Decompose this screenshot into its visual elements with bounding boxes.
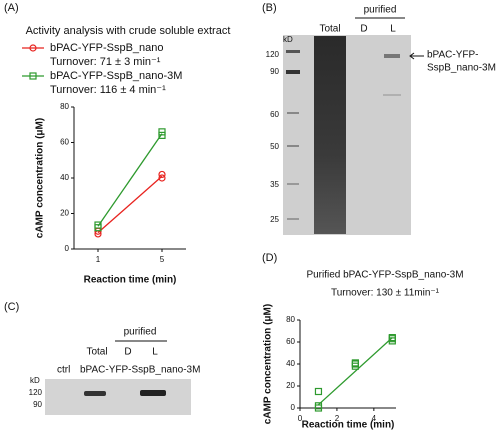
- legend-label: bPAC-YFP-SspB_nano: [50, 42, 164, 54]
- panel-label: (A): [4, 2, 19, 14]
- x-axis-label: Reaction time (min): [302, 420, 395, 431]
- gel-marker: 120: [266, 50, 280, 59]
- construct-label: bPAC-YFP-SspB_nano-3M: [80, 365, 200, 376]
- y-tick-label: 40: [60, 173, 69, 182]
- x-tick-label: 5: [160, 255, 165, 264]
- y-tick-label: 80: [60, 102, 69, 111]
- fit-line: [318, 337, 393, 406]
- gel-marker: 90: [33, 400, 42, 409]
- x-axis-label: Reaction time (min): [84, 275, 177, 286]
- lane-label: ctrl: [57, 365, 70, 376]
- gel-group: purified: [364, 5, 397, 16]
- data-point: [94, 221, 102, 229]
- panel-label: (B): [262, 2, 277, 14]
- gel-marker: 120: [29, 388, 43, 397]
- y-tick-label: 20: [60, 209, 69, 218]
- legend-marker: [29, 72, 37, 80]
- gel-marker: 90: [270, 67, 279, 76]
- data-point: [158, 170, 166, 179]
- gel-marker: 50: [270, 142, 279, 151]
- arrow-label: SspB_nano-3M: [427, 63, 496, 74]
- data-point: [388, 334, 396, 342]
- lane-label: D: [124, 347, 131, 358]
- x-tick-label: 4: [372, 414, 377, 423]
- chart-subtitle: Turnover: 130 ± 11min⁻¹: [331, 288, 440, 299]
- legend-marker: [29, 44, 37, 52]
- y-tick-label: 0: [65, 244, 70, 253]
- y-tick-label: 60: [286, 337, 295, 346]
- gel-b: [283, 35, 411, 235]
- fit-line: [97, 133, 163, 227]
- panel-label: (D): [262, 252, 277, 264]
- chart-title: Purified bPAC-YFP-SspB_nano-3M: [306, 270, 463, 281]
- x-tick-label: 1: [96, 255, 101, 264]
- lane-label: D: [360, 24, 367, 35]
- gel-marker: 60: [270, 110, 279, 119]
- chart-title: Activity analysis with crude soluble ext…: [26, 25, 231, 37]
- y-tick-label: 80: [286, 315, 295, 324]
- lane-label: L: [390, 24, 396, 35]
- arrow-label: bPAC-YFP-: [427, 50, 479, 61]
- gel-group: purified: [124, 327, 157, 338]
- lane-label: L: [152, 347, 158, 358]
- y-tick-label: 60: [60, 138, 69, 147]
- data-point: [351, 359, 359, 367]
- y-tick-label: 0: [291, 403, 296, 412]
- lane-label: Total: [86, 347, 107, 358]
- y-tick-label: 20: [286, 381, 295, 390]
- legend-turnover: Turnover: 116 ± 4 min⁻¹: [50, 84, 166, 96]
- legend-label: bPAC-YFP-SspB_nano-3M: [50, 70, 182, 82]
- y-axis-label: cAMP concentration (μM): [35, 118, 46, 238]
- data-point: [158, 128, 166, 136]
- x-tick-label: 0: [298, 414, 303, 423]
- data-point: [158, 174, 166, 182]
- legend-turnover: Turnover: 71 ± 3 min⁻¹: [50, 56, 161, 68]
- gel-marker: 25: [270, 215, 279, 224]
- panel-label: (C): [4, 301, 19, 313]
- lane-label: Total: [319, 24, 340, 35]
- y-tick-label: 40: [286, 359, 295, 368]
- gel-c: [45, 379, 191, 415]
- fit-line: [97, 175, 163, 234]
- data-point: [314, 404, 323, 412]
- x-tick-label: 2: [335, 414, 340, 423]
- gel-kd: kD: [30, 376, 40, 385]
- arrow: [409, 52, 424, 60]
- gel-marker: 35: [270, 180, 279, 189]
- gel-kd: kD: [283, 35, 293, 44]
- y-axis-label: cAMP concentration (μM): [263, 304, 274, 424]
- data-point: [314, 387, 323, 396]
